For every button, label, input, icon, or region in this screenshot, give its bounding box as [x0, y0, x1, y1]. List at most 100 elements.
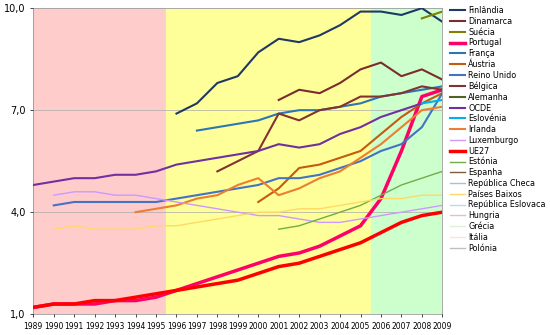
Portugal [255, 261, 262, 265]
França [419, 88, 425, 92]
Line: Finlândia: Finlândia [177, 8, 442, 114]
Luxemburgo [194, 203, 200, 207]
Finlândia [316, 34, 323, 38]
Áustria [337, 156, 343, 160]
Eslovénia [439, 98, 446, 102]
Áustria [378, 132, 384, 136]
Irlanda [255, 176, 262, 180]
Países Baixos [357, 200, 364, 204]
Dinamarca [357, 67, 364, 71]
Reino Unido [398, 142, 405, 146]
Portugal [316, 244, 323, 248]
França [214, 125, 221, 129]
França [337, 105, 343, 109]
Irlanda [316, 176, 323, 180]
Finlândia [357, 10, 364, 14]
Irlanda [153, 207, 159, 211]
Irlanda [214, 193, 221, 197]
Estónia [398, 183, 405, 187]
Reino Unido [357, 159, 364, 163]
Países Baixos [255, 210, 262, 214]
Portugal [276, 254, 282, 258]
Portugal [194, 282, 200, 286]
Reino Unido [255, 183, 262, 187]
Reino Unido [71, 200, 78, 204]
Luxemburgo [153, 197, 159, 201]
Dinamarca [378, 61, 384, 65]
UE27 [398, 220, 405, 224]
UE27 [214, 282, 221, 286]
UE27 [173, 288, 180, 292]
OCDE [398, 108, 405, 112]
Bar [34, 8, 166, 314]
Line: Áustria: Áustria [258, 93, 442, 202]
Dinamarca [337, 81, 343, 85]
Reino Unido [419, 125, 425, 129]
Finlândia [234, 74, 241, 78]
Luxemburgo [91, 190, 98, 194]
Line: Eslovénia: Eslovénia [422, 100, 442, 104]
Estónia [378, 193, 384, 197]
Portugal [439, 88, 446, 92]
Países Baixos [51, 227, 57, 231]
Portugal [112, 298, 118, 303]
Finlândia [337, 23, 343, 27]
Dinamarca [276, 98, 282, 102]
Irlanda [276, 193, 282, 197]
Line: França: França [197, 86, 442, 131]
Portugal [153, 295, 159, 299]
Line: OCDE: OCDE [34, 104, 422, 185]
Bélgica [276, 112, 282, 116]
Reino Unido [439, 91, 446, 95]
Áustria [296, 166, 303, 170]
Bélgica [296, 118, 303, 122]
OCDE [153, 170, 159, 174]
Portugal [378, 197, 384, 201]
Luxemburgo [419, 207, 425, 211]
UE27 [71, 302, 78, 306]
Estónia [357, 203, 364, 207]
Luxemburgo [378, 214, 384, 218]
Bélgica [255, 149, 262, 153]
Países Baixos [153, 224, 159, 228]
Países Baixos [378, 197, 384, 201]
Bélgica [357, 94, 364, 98]
Finlândia [173, 112, 180, 116]
Dinamarca [439, 78, 446, 82]
Irlanda [296, 186, 303, 190]
Países Baixos [173, 224, 180, 228]
Países Baixos [194, 220, 200, 224]
Países Baixos [419, 193, 425, 197]
OCDE [276, 142, 282, 146]
França [378, 94, 384, 98]
Portugal [419, 94, 425, 98]
Países Baixos [214, 217, 221, 221]
Portugal [234, 268, 241, 272]
França [296, 108, 303, 112]
OCDE [234, 152, 241, 156]
Reino Unido [153, 200, 159, 204]
França [357, 102, 364, 106]
Eslovénia [419, 102, 425, 106]
Bar [166, 8, 371, 314]
OCDE [194, 159, 200, 163]
Irlanda [439, 105, 446, 109]
Países Baixos [316, 207, 323, 211]
Áustria [357, 149, 364, 153]
Line: Bélgica: Bélgica [217, 86, 442, 172]
Portugal [51, 302, 57, 306]
Line: Dinamarca: Dinamarca [279, 63, 442, 100]
Portugal [30, 306, 37, 310]
Bélgica [419, 84, 425, 88]
Estónia [419, 176, 425, 180]
Line: Portugal: Portugal [34, 90, 442, 308]
Países Baixos [276, 210, 282, 214]
Portugal [71, 302, 78, 306]
OCDE [132, 173, 139, 177]
OCDE [255, 149, 262, 153]
Luxemburgo [276, 214, 282, 218]
UE27 [296, 261, 303, 265]
Reino Unido [337, 166, 343, 170]
Line: Reino Unido: Reino Unido [54, 93, 442, 205]
Irlanda [357, 156, 364, 160]
